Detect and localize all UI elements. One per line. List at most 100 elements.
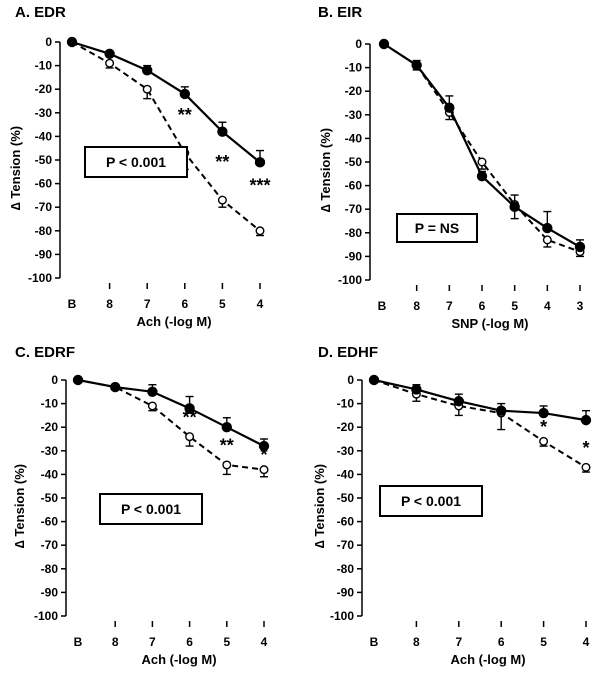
- significance-marker: **: [220, 436, 234, 456]
- panel-2: B. EIR 0 -10 -20 -30 -40 -50 -60 -70 -80 -90 -100 B 8…: [318, 4, 586, 331]
- x-tick-label: B: [74, 635, 83, 649]
- data-point: [368, 374, 380, 386]
- data-point: [444, 102, 455, 113]
- data-point: [496, 405, 507, 416]
- x-tick-label: 7: [446, 299, 453, 313]
- y-tick-label: 0: [347, 373, 354, 387]
- panel-3: C. EDRF 0 -10 -20 -30 -40 -50 -60 -70 -80 -90 -100 B…: [12, 344, 270, 667]
- y-tick-label: -40: [41, 467, 59, 481]
- significance-marker: **: [178, 105, 192, 125]
- significance-marker: **: [215, 152, 229, 172]
- y-tick-label: -80: [41, 562, 59, 576]
- series-open: [73, 375, 269, 478]
- stat-box: [99, 493, 203, 525]
- y-tick-label: -30: [41, 444, 59, 458]
- y-tick-label: -50: [35, 153, 53, 167]
- y-tick-label: -60: [345, 179, 363, 193]
- panel-title: D. EDHF: [318, 344, 378, 361]
- data-point: [538, 407, 549, 419]
- data-point: [109, 381, 121, 393]
- x-tick-label: 4: [257, 297, 264, 311]
- x-tick-label: 7: [149, 635, 156, 649]
- stat-label: P < 0.001: [121, 501, 181, 517]
- x-tick-label: 3: [577, 299, 584, 313]
- x-tick-label: 4: [583, 635, 590, 649]
- x-tick-label: B: [378, 299, 387, 313]
- series-filled: [368, 374, 592, 426]
- panel-title: B. EIR: [318, 4, 362, 21]
- significance-marker: ***: [249, 176, 270, 196]
- y-tick-label: -50: [41, 491, 59, 505]
- series-line: [77, 379, 265, 471]
- series-line: [77, 378, 265, 448]
- data-point: [142, 84, 152, 94]
- y-axis-label: ∆ Tension (%): [12, 464, 27, 548]
- data-point: [542, 235, 552, 245]
- panel-title: A. EDR: [15, 4, 66, 21]
- y-tick-label: -70: [41, 538, 59, 552]
- y-tick-label: -80: [345, 226, 363, 240]
- y-tick-label: 0: [355, 37, 362, 51]
- series-filled: [66, 36, 266, 168]
- x-tick-label: 8: [106, 297, 113, 311]
- series-line: [71, 41, 261, 232]
- y-axis-label: ∆ Tension (%): [312, 464, 327, 548]
- y-tick-label: -30: [337, 444, 355, 458]
- y-tick-label: -90: [35, 247, 53, 261]
- data-point: [217, 195, 227, 205]
- y-axis-label: ∆ Tension (%): [318, 128, 333, 212]
- y-tick-label: -60: [337, 515, 355, 529]
- data-point: [179, 88, 191, 100]
- stat-label: P < 0.001: [106, 154, 166, 170]
- y-tick-label: -50: [345, 155, 363, 169]
- y-tick-label: -90: [41, 585, 59, 599]
- data-point: [411, 60, 422, 71]
- y-tick-label: -90: [345, 249, 363, 263]
- series-filled: [378, 38, 586, 253]
- data-point: [580, 414, 592, 426]
- y-tick-label: -100: [34, 609, 58, 623]
- panel-title: C. EDRF: [15, 344, 75, 361]
- y-tick-label: -60: [41, 515, 59, 529]
- data-point: [72, 374, 84, 386]
- x-tick-label: B: [68, 297, 77, 311]
- data-point: [542, 222, 553, 234]
- y-tick-label: -100: [330, 609, 354, 623]
- data-point: [217, 126, 228, 137]
- y-tick-label: -20: [41, 420, 59, 434]
- y-tick-label: -50: [337, 491, 355, 505]
- x-tick-label: B: [370, 635, 379, 649]
- panel-4: D. EDHF 0 -10 -20 -30 -40 -50 -60 -70 -80 -90 -100 B…: [312, 344, 592, 667]
- significance-marker: *: [582, 438, 589, 458]
- data-point: [477, 157, 487, 167]
- x-tick-label: 4: [261, 635, 268, 649]
- x-tick-label: 6: [181, 297, 188, 311]
- data-point: [476, 170, 488, 182]
- data-point: [222, 460, 232, 470]
- x-axis-label: SNP (-log M): [451, 316, 528, 331]
- y-tick-label: -70: [35, 200, 53, 214]
- data-point: [258, 440, 270, 452]
- y-tick-label: -10: [337, 397, 355, 411]
- stat-label: P < 0.001: [401, 493, 461, 509]
- significance-marker: *: [260, 445, 267, 465]
- y-tick-label: -30: [35, 106, 53, 120]
- stat-box: [84, 146, 188, 178]
- y-tick-label: -40: [35, 129, 53, 143]
- stat-box: [396, 213, 478, 243]
- x-tick-label: 8: [112, 635, 119, 649]
- data-point: [184, 403, 195, 414]
- series-filled: [72, 374, 270, 452]
- stat-label: P = NS: [415, 220, 460, 236]
- y-tick-label: -10: [41, 397, 59, 411]
- x-tick-label: 6: [479, 299, 486, 313]
- y-tick-label: -40: [337, 467, 355, 481]
- data-point: [539, 436, 549, 446]
- series-open: [67, 37, 265, 237]
- x-tick-label: 8: [413, 299, 420, 313]
- data-point: [141, 65, 153, 76]
- stat-box: [379, 485, 483, 517]
- data-point: [255, 226, 265, 236]
- x-tick-label: 5: [511, 299, 518, 313]
- series-open: [369, 375, 591, 473]
